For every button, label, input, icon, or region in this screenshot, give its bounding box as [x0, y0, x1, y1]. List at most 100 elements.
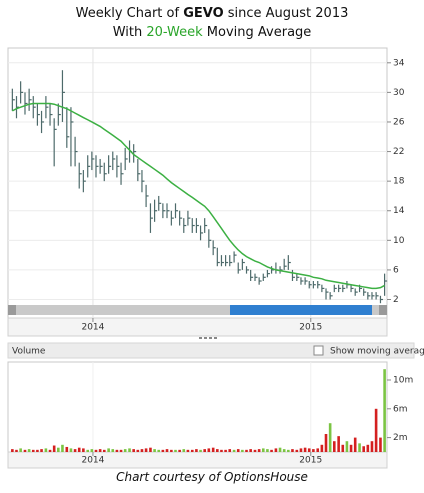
- y-tick-label: 26: [393, 117, 405, 127]
- volume-bar: [19, 448, 22, 452]
- volume-bar: [115, 449, 119, 452]
- volume-bar: [140, 449, 144, 452]
- volume-bar: [82, 448, 85, 452]
- volume-bar: [312, 449, 315, 452]
- volume-bar: [199, 449, 202, 452]
- volume-bar: [98, 449, 102, 452]
- volume-bar: [211, 447, 215, 452]
- volume-bar: [370, 441, 374, 452]
- splitter-handle[interactable]: [199, 337, 217, 339]
- handle-dot[interactable]: [199, 337, 202, 339]
- volume-bar: [241, 449, 244, 452]
- chart-credit: Chart courtesy of OptionsHouse: [116, 470, 308, 484]
- volume-bar: [94, 449, 98, 452]
- volume-bar: [11, 449, 14, 452]
- volume-bar: [216, 449, 219, 452]
- volume-title: Volume: [12, 347, 46, 357]
- volume-bar: [23, 449, 27, 452]
- volume-bar: [27, 449, 31, 452]
- volume-bar: [65, 446, 69, 452]
- volume-bar: [383, 369, 386, 452]
- chart-subtitle: With 20-Week Moving Average: [0, 25, 424, 40]
- moving-average: [12, 102, 385, 290]
- volume-bar: [190, 449, 194, 452]
- handle-dot[interactable]: [214, 337, 217, 339]
- volume-bar: [278, 447, 282, 452]
- volume-bar: [161, 449, 165, 452]
- volume-bar: [374, 408, 378, 452]
- volume-bar: [136, 449, 140, 452]
- title-ticker: GEVO: [183, 6, 224, 21]
- volume-x-axis-strip: [7, 451, 388, 469]
- x-axis-strip: [7, 317, 388, 337]
- volume-bar: [299, 448, 303, 452]
- title-part: since August 2013: [223, 6, 349, 21]
- volume-bar: [57, 447, 60, 452]
- volume-bar: [186, 449, 190, 452]
- volume-bar: [307, 448, 311, 452]
- volume-bar: [132, 449, 135, 452]
- volume-bar: [182, 449, 186, 452]
- volume-bar: [31, 449, 35, 452]
- volume-bar: [379, 437, 382, 452]
- volume-bar: [111, 449, 115, 452]
- volume-bar: [287, 449, 290, 452]
- y-tick-label: 22: [393, 147, 404, 157]
- volume-bar: [128, 448, 131, 452]
- volume-bar: [236, 449, 240, 452]
- volume-bar: [77, 447, 81, 452]
- volume-bar: [195, 449, 198, 452]
- y-tick-label: 2: [393, 295, 399, 305]
- subtitle-part: Moving Average: [202, 25, 312, 40]
- volume-bar: [245, 449, 248, 452]
- volume-bar: [119, 449, 123, 452]
- volume-bar: [261, 448, 265, 452]
- volume-bar: [220, 449, 223, 452]
- x-tick-label: 2015: [299, 323, 322, 333]
- volume-bar: [353, 437, 357, 452]
- volume-bar: [349, 444, 353, 452]
- subtitle-part: With: [112, 25, 147, 40]
- volume-bar: [291, 449, 294, 452]
- volume-bar: [165, 449, 169, 452]
- checkbox[interactable]: [313, 345, 324, 356]
- subtitle-highlight: 20-Week: [146, 25, 203, 40]
- volume-bar: [157, 449, 161, 452]
- handle-dot[interactable]: [209, 337, 212, 339]
- volume-bar: [203, 449, 206, 452]
- volume-bar: [274, 448, 278, 452]
- price-plot-area: [7, 47, 388, 319]
- volume-bar: [366, 444, 370, 452]
- x-tick-label: 2015: [299, 456, 322, 466]
- volume-bar: [253, 449, 257, 452]
- volume-bar: [90, 449, 94, 452]
- volume-bar: [123, 449, 127, 452]
- volume-bar: [257, 449, 261, 452]
- handle-dot[interactable]: [204, 337, 207, 339]
- volume-bar: [228, 449, 232, 452]
- y-tick-label: 18: [393, 177, 405, 187]
- volume-bar: [341, 444, 345, 452]
- checkbox-label[interactable]: Show moving average: [330, 347, 424, 357]
- volume-bar: [36, 449, 39, 452]
- volume-bar: [207, 448, 211, 452]
- volume-bar: [224, 449, 227, 452]
- volume-bar: [144, 448, 148, 452]
- scroll-left-button[interactable]: [8, 305, 16, 315]
- scrollbar[interactable]: [8, 305, 387, 315]
- scroll-thumb[interactable]: [230, 305, 372, 315]
- chart-title: Weekly Chart of GEVO since August 2013: [0, 6, 424, 21]
- volume-bar: [282, 449, 286, 452]
- y-tick-label: 10: [393, 236, 405, 246]
- volume-bar: [86, 449, 90, 452]
- y-tick-label: 14: [393, 206, 405, 216]
- volume-bar: [270, 449, 273, 452]
- x-tick-label: 2014: [81, 456, 104, 466]
- volume-bar: [320, 444, 324, 452]
- scroll-right-button[interactable]: [379, 305, 387, 315]
- volume-bar: [249, 449, 252, 452]
- scroll-track[interactable]: [8, 305, 387, 315]
